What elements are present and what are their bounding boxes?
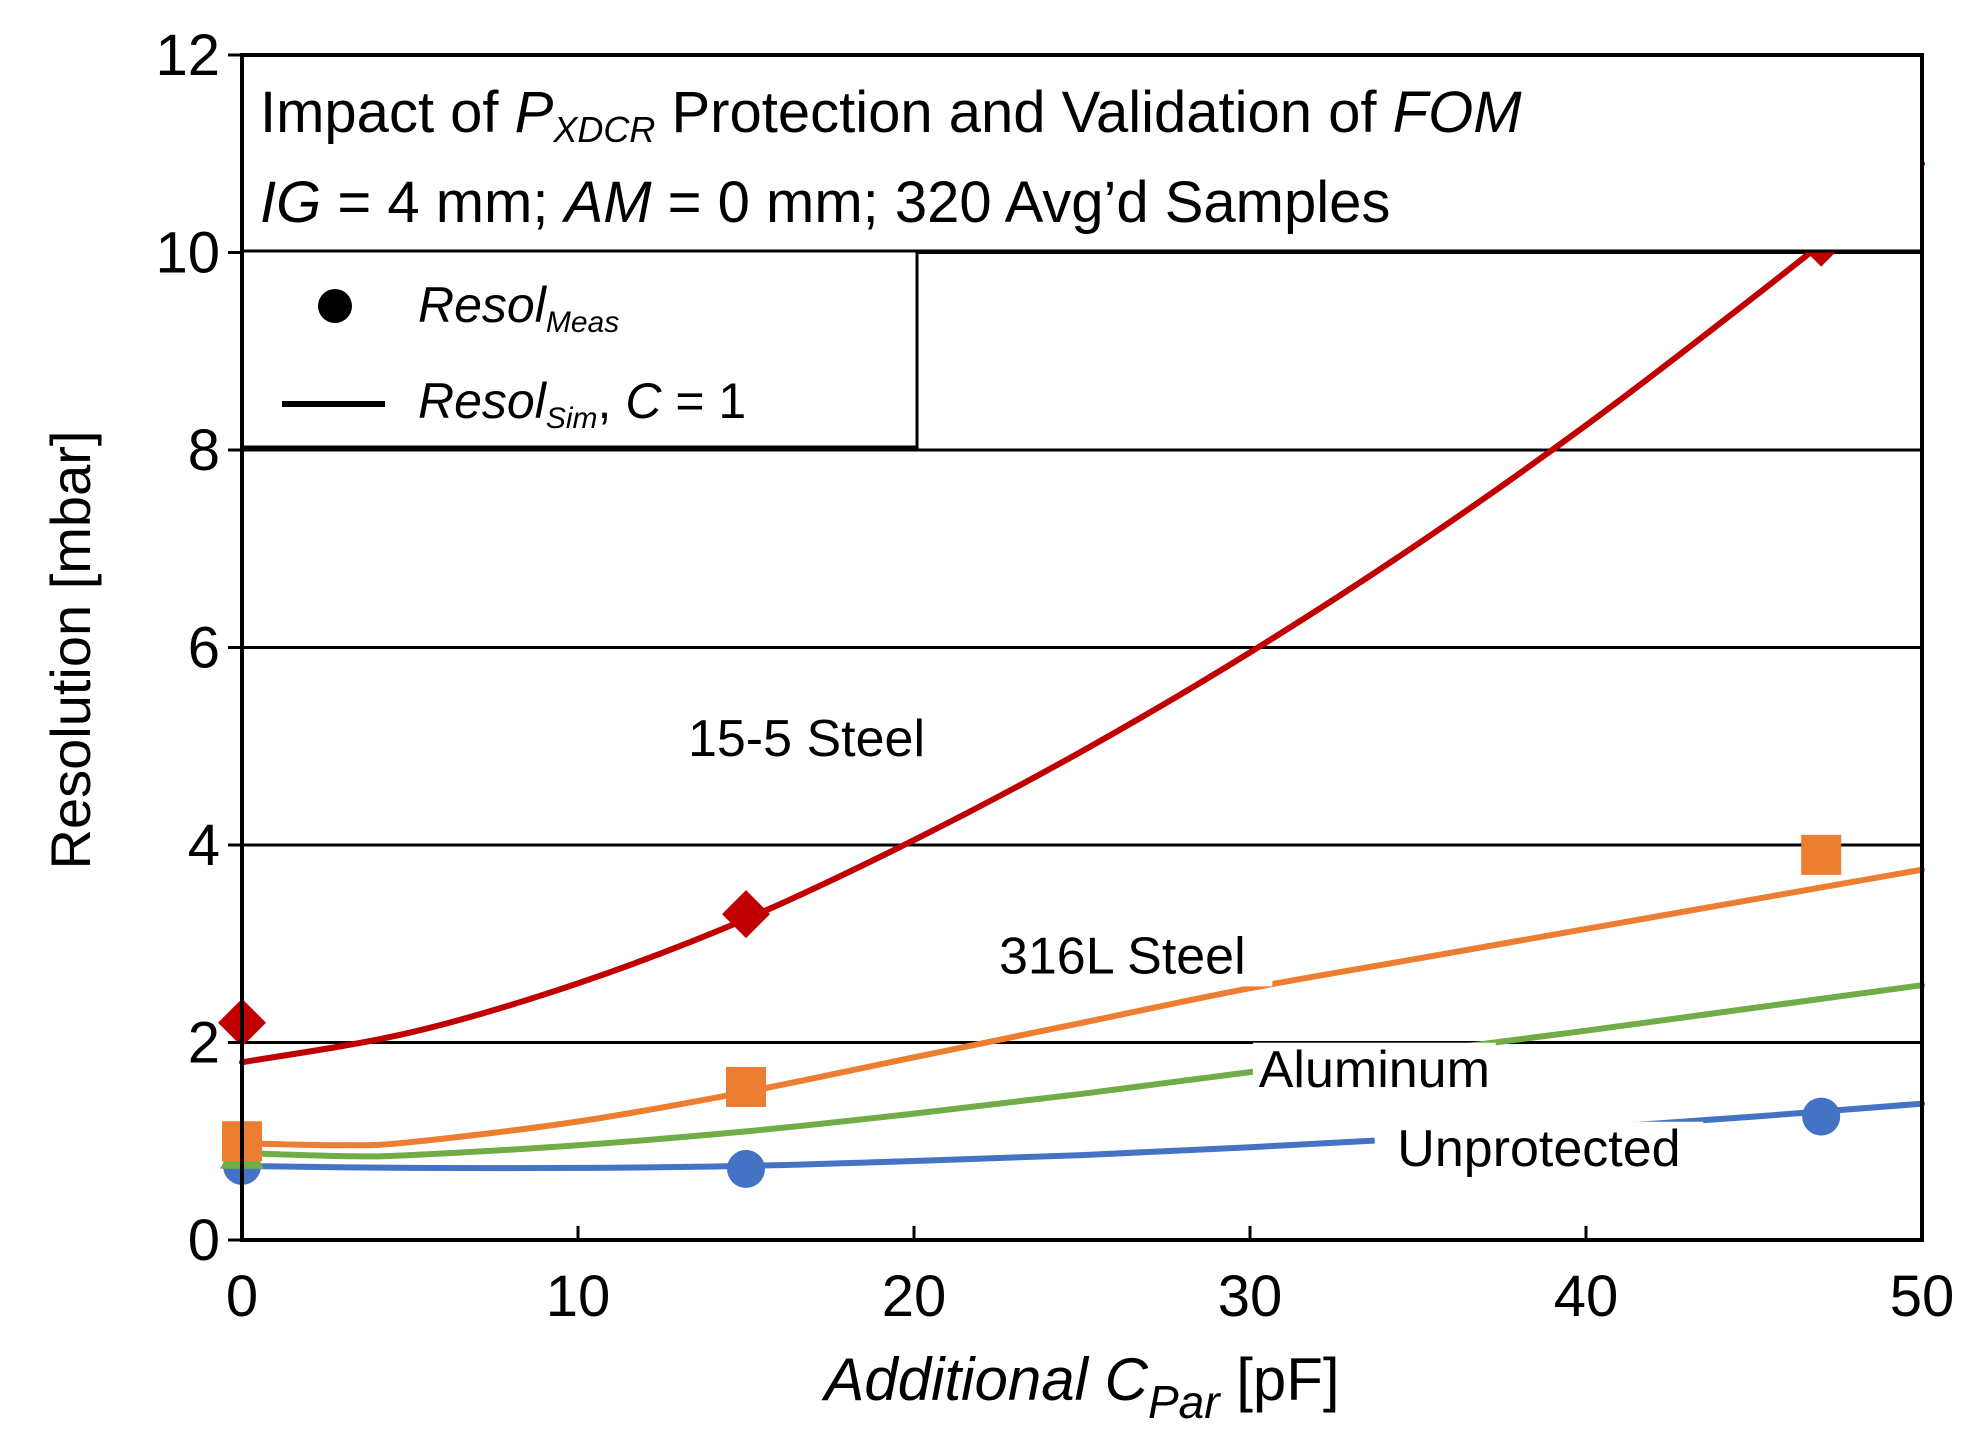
marker-15-5-steel-1	[722, 890, 770, 939]
y-tick-label-8: 8	[188, 418, 220, 483]
sim-line-316l-steel	[239, 866, 1925, 1149]
y-tick-label-2: 2	[188, 1011, 220, 1076]
y-tick-label-6: 6	[188, 616, 220, 681]
legend-meas-label: ResolMeas	[418, 277, 619, 339]
x-tick-label-50: 50	[1890, 1264, 1955, 1329]
marker-unprotected-1	[727, 1149, 765, 1188]
y-tick-label-4: 4	[188, 813, 220, 878]
y-tick-label-12: 12	[155, 23, 220, 88]
series-label-aluminum: Aluminum	[1259, 1041, 1490, 1099]
legend-meas-marker	[318, 289, 352, 323]
marker-316l-steel-2	[1801, 834, 1842, 875]
series-label-bg-316l-steel	[972, 929, 1273, 987]
series-label-bg-aluminum	[1252, 1042, 1496, 1100]
x-tick-label-10: 10	[546, 1264, 611, 1329]
y-tick-label-10: 10	[155, 221, 220, 286]
marker-316l-steel-1	[726, 1066, 766, 1107]
x-tick-label-30: 30	[1218, 1264, 1283, 1329]
marker-unprotected-2	[1802, 1097, 1841, 1136]
x-tick-label-0: 0	[226, 1264, 258, 1329]
series-label-bg-15-5-steel	[656, 711, 957, 770]
sim-line-aluminum	[239, 982, 1925, 1160]
series-label-bg-unprotected	[1374, 1121, 1704, 1179]
legend-sim-label: ResolSim, C = 1	[418, 373, 746, 435]
sim-line-15-5-steel	[239, 160, 1925, 1066]
axes: 0 2 4 6 8 10 12 0 10 20 30 40 50	[155, 23, 1954, 1329]
title-line-1: Impact of PXDCR Protection and Validatio…	[260, 80, 1522, 150]
series-label-15-5-steel: 15-5 Steel	[688, 710, 925, 768]
x-axis-title: Additional CPar [pF]	[821, 1346, 1339, 1428]
legend-box	[240, 249, 919, 449]
title-line-2: IG = 4 mm; AM = 0 mm; 320 Avg’d Samples	[260, 170, 1390, 235]
x-tick-label-40: 40	[1554, 1264, 1619, 1329]
series-label-316l-steel: 316L Steel	[999, 927, 1246, 985]
x-tick-label-20: 20	[882, 1264, 947, 1329]
series-label-unprotected: Unprotected	[1397, 1120, 1680, 1178]
y-tick-label-0: 0	[188, 1208, 220, 1273]
y-axis-title: Resolution [mbar]	[39, 431, 102, 870]
